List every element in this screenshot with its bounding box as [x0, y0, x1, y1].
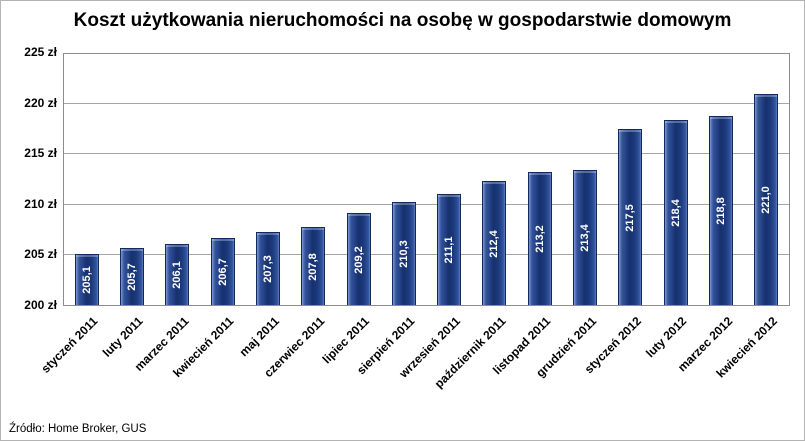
y-tick-label: 220 zł — [24, 95, 57, 110]
bar: 209,2 — [346, 213, 371, 305]
x-tick-label: styczeń 2011 — [38, 314, 101, 376]
bar-value-label: 206,1 — [171, 261, 184, 289]
bar-value-label: 221,0 — [760, 186, 773, 214]
bar: 217,5 — [618, 129, 643, 305]
bar: 218,8 — [709, 116, 734, 305]
bar-value-label: 213,2 — [533, 225, 546, 253]
bar: 221,0 — [754, 94, 779, 305]
bar: 206,7 — [210, 238, 235, 305]
bar: 212,4 — [482, 181, 507, 305]
x-tick-label: maj 2011 — [236, 314, 282, 360]
gridline — [64, 153, 789, 155]
bar-value-label: 213,4 — [579, 224, 592, 252]
plot-area: 205,1 205,7 206,1 206,7 207,3 207,8 209,2 210,3… — [63, 53, 790, 306]
y-tick-label: 215 zł — [24, 146, 57, 161]
gridline — [64, 103, 789, 105]
bar-value-label: 218,4 — [669, 199, 682, 227]
bar-value-label: 218,8 — [715, 197, 728, 225]
y-axis: 200 zł 205 zł 210 zł 215 zł 220 zł 225 zł — [1, 45, 57, 312]
bar: 205,1 — [74, 254, 99, 305]
y-tick-label: 210 zł — [24, 196, 57, 211]
bar-value-label: 205,7 — [125, 263, 138, 291]
bar: 206,1 — [165, 244, 190, 305]
bar-value-label: 206,7 — [216, 258, 229, 286]
y-tick-label: 205 zł — [24, 247, 57, 262]
bar: 210,3 — [391, 202, 416, 305]
source-note: Źródło: Home Broker, GUS — [9, 423, 147, 435]
bar-value-label: 210,3 — [397, 240, 410, 268]
bar-value-label: 207,3 — [261, 255, 274, 283]
bar-value-label: 211,1 — [443, 236, 456, 264]
bar-value-label: 207,8 — [307, 252, 320, 281]
bar: 205,7 — [119, 248, 144, 305]
bar: 207,3 — [255, 232, 280, 305]
bar-value-label: 209,2 — [352, 245, 365, 274]
bar-value-label: 205,1 — [80, 266, 93, 294]
bar: 211,1 — [437, 194, 462, 305]
x-axis: styczeń 2011 luty 2011 marzec 2011 kwiecień… — [39, 312, 791, 412]
bar: 213,4 — [573, 170, 598, 305]
x-tick-label: luty 2011 — [100, 314, 146, 360]
bar: 207,8 — [301, 227, 326, 305]
bar: 218,4 — [663, 120, 688, 305]
x-tick-label: luty 2012 — [643, 314, 690, 361]
gridline — [64, 253, 789, 255]
y-tick-label: 225 zł — [24, 45, 57, 59]
gridline — [64, 203, 789, 205]
bar-value-label: 212,4 — [488, 229, 501, 258]
bar-value-label: 217,5 — [624, 203, 637, 232]
y-tick-label: 200 zł — [24, 298, 57, 312]
bar: 213,2 — [527, 172, 552, 305]
chart-title: Koszt użytkowania nieruchomości na osobę… — [73, 10, 732, 31]
